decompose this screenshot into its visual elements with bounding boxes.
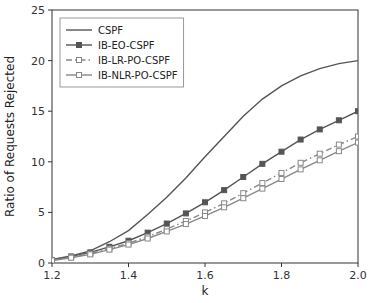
data-group [52, 61, 358, 263]
legend-label: IB-NLR-PO-CSPF [98, 70, 178, 81]
series-2 [52, 134, 358, 263]
y-tick-label: 20 [31, 55, 45, 68]
y-axis-label: Ratio of Requests Rejected [3, 56, 17, 217]
series-1 [52, 109, 358, 263]
legend-label: IB-EO-CSPF [98, 40, 155, 51]
legend: CSPF IB-EO-CSPF IB-LR-PO-CSPF IB-NLR-PO-CSP… [60, 18, 184, 87]
series-line [52, 143, 358, 261]
series-marker [317, 127, 322, 132]
series-line [52, 137, 358, 261]
series-marker [52, 258, 55, 263]
y-tick-label: 15 [31, 105, 45, 118]
y-tick-label: 10 [31, 156, 45, 169]
series-marker [336, 118, 341, 123]
series-marker [356, 109, 359, 114]
series-marker [88, 252, 93, 257]
series-marker [298, 167, 303, 172]
series-marker [336, 149, 341, 154]
chart-container: 1.2 1.4 1.6 1.8 2.0 0 5 10 15 20 25 k Ratio of Reque… [0, 0, 372, 303]
legend-box [60, 18, 184, 87]
legend-marker [77, 58, 82, 63]
y-tick-label: 0 [38, 257, 45, 270]
series-marker [69, 255, 74, 260]
series-marker [241, 174, 246, 179]
series-marker [241, 196, 246, 201]
x-tick [358, 263, 359, 267]
x-tick-label: 1.8 [273, 269, 291, 282]
series-marker [203, 200, 208, 205]
series-marker [183, 211, 188, 216]
y-tick [48, 161, 52, 162]
series-marker [317, 158, 322, 163]
plot-frame [52, 10, 358, 263]
y-tick [48, 10, 52, 11]
x-tick [128, 263, 129, 267]
series-3 [52, 140, 358, 263]
series-marker [241, 191, 246, 196]
series-marker [52, 258, 55, 263]
x-tick [281, 263, 282, 267]
legend-marker [77, 43, 82, 48]
series-marker [260, 161, 265, 166]
y-tick-label: 5 [38, 206, 45, 219]
series-marker [183, 222, 188, 227]
series-marker [298, 160, 303, 165]
y-tick [48, 212, 52, 213]
series-marker [164, 221, 169, 226]
y-tick-label: 25 [31, 4, 45, 17]
legend-label: CSPF [98, 25, 123, 36]
series-marker [260, 181, 265, 186]
series-marker [279, 149, 284, 154]
y-tick [48, 263, 52, 264]
series-0 [52, 61, 358, 260]
x-tick-label: 1.4 [120, 269, 138, 282]
y-tick [48, 111, 52, 112]
x-tick-label: 1.6 [196, 269, 214, 282]
series-marker [279, 177, 284, 182]
series-marker [356, 140, 359, 145]
y-tick [48, 60, 52, 61]
series-marker [298, 137, 303, 142]
series-marker [203, 213, 208, 218]
legend-label: IB-LR-PO-CSPF [98, 55, 170, 66]
series-marker [52, 257, 55, 262]
series-marker [164, 229, 169, 234]
chart-svg: 1.2 1.4 1.6 1.8 2.0 0 5 10 15 20 25 k Ratio of Reque… [0, 0, 372, 303]
series-marker [69, 255, 74, 260]
series-marker [222, 188, 227, 193]
series-line [52, 111, 358, 260]
x-tick [205, 263, 206, 267]
series-marker [145, 236, 150, 241]
series-marker [336, 142, 341, 147]
x-tick-label: 2.0 [349, 269, 367, 282]
x-tick-label: 1.2 [43, 269, 61, 282]
legend-swatch [66, 29, 92, 30]
series-marker [126, 242, 131, 247]
series-marker [222, 205, 227, 210]
series-marker [356, 134, 359, 139]
series-marker [317, 151, 322, 156]
series-marker [279, 170, 284, 175]
legend-marker [77, 73, 82, 78]
series-marker [107, 247, 112, 252]
series-marker [88, 251, 93, 256]
series-marker [260, 186, 265, 191]
series-line [52, 61, 358, 260]
x-axis-label: k [202, 284, 209, 298]
x-tick [52, 263, 53, 267]
